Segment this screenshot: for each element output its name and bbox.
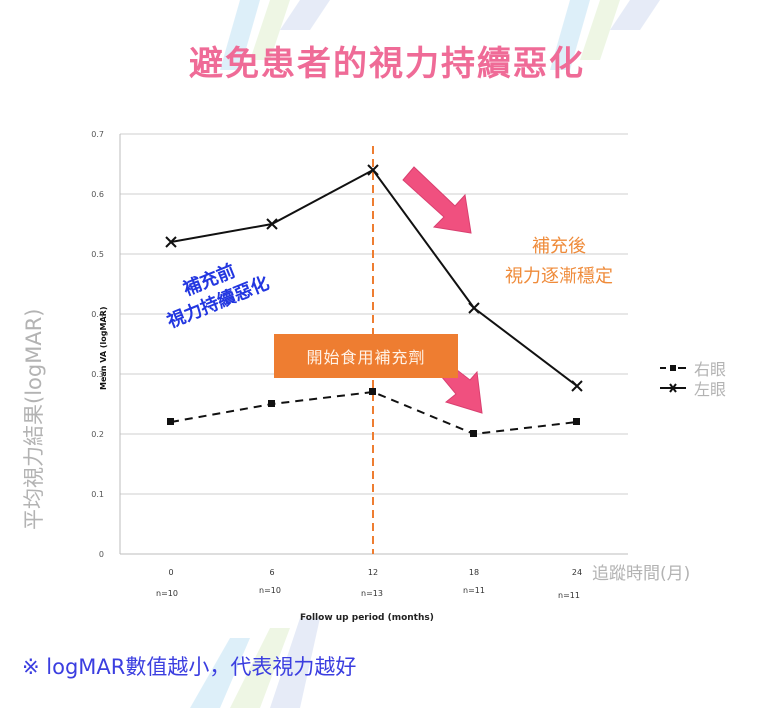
annotation-after-supplement: 補充後 視力逐漸穩定	[505, 236, 613, 287]
svg-text:24: 24	[572, 568, 582, 577]
watermark-logo-top-left	[220, 0, 330, 70]
watermark-logo-top-right	[550, 0, 660, 70]
y-tick-labels: 0.7 0.6 0.5 0.4 0.3 0.2 0.1 0	[91, 130, 104, 559]
svg-text:n=10: n=10	[156, 589, 178, 598]
svg-text:6: 6	[269, 568, 274, 577]
arrow-down-right-large-icon	[402, 166, 472, 234]
svg-text:0.6: 0.6	[91, 190, 104, 199]
svg-text:0: 0	[168, 568, 173, 577]
legend-item-right-eye: 右眼	[660, 358, 726, 379]
series-left-eye-markers	[165, 164, 583, 392]
page-title: 避免患者的視力持續惡化	[189, 44, 585, 84]
series-right-eye-markers	[167, 388, 580, 437]
svg-text:0.7: 0.7	[91, 130, 104, 139]
x-axis-label-en: Follow up period (months)	[300, 613, 434, 623]
svg-text:12: 12	[368, 568, 378, 577]
legend-item-left-eye: 左眼	[660, 378, 726, 399]
svg-text:n=10: n=10	[259, 586, 281, 595]
svg-text:0.3: 0.3	[91, 370, 104, 379]
svg-text:0.5: 0.5	[91, 250, 104, 259]
svg-text:n=11: n=11	[463, 586, 485, 595]
sample-size-labels: n=10 n=10 n=13 n=11 n=11	[156, 586, 580, 600]
dashed-square-marker-icon	[660, 365, 686, 371]
chart-legend: 右眼 左眼	[660, 358, 726, 399]
svg-text:0.4: 0.4	[91, 310, 104, 319]
svg-text:n=11: n=11	[558, 591, 580, 600]
supplement-start-label: 開始食用補充劑	[274, 334, 458, 378]
svg-text:18: 18	[469, 568, 479, 577]
x-axis-label-cn: 追蹤時間(月)	[592, 564, 691, 584]
svg-text:0.2: 0.2	[91, 430, 104, 439]
solid-x-marker-icon	[660, 383, 686, 393]
svg-text:n=13: n=13	[361, 589, 383, 598]
svg-text:0: 0	[99, 550, 104, 559]
x-tick-labels: 0 6 12 18 24	[168, 568, 582, 577]
watermark-logo-bottom	[190, 618, 320, 708]
svg-text:0.1: 0.1	[91, 490, 104, 499]
footnote: ※ logMAR數值越小，代表視力越好	[22, 655, 357, 679]
